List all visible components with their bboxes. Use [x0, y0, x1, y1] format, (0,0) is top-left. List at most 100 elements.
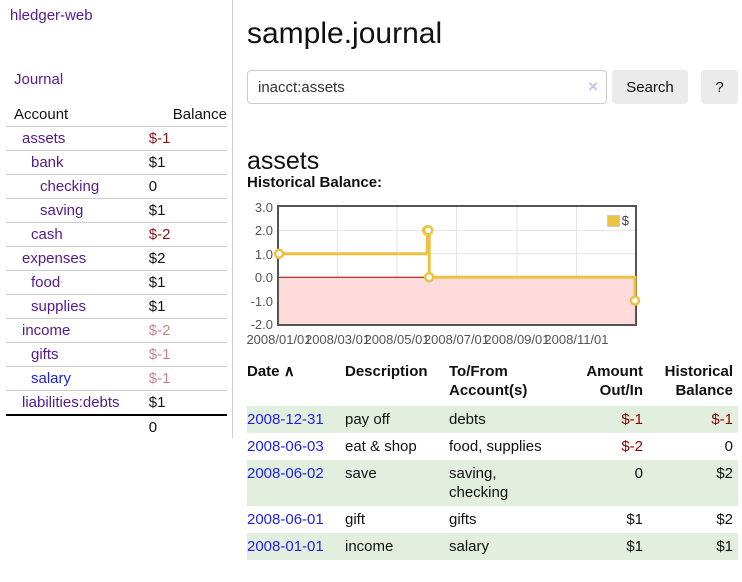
account-balance: $-1 — [148, 342, 227, 367]
balance-column-header: Historical Balance — [664, 363, 733, 399]
accounts-total-value: 0 — [148, 414, 227, 439]
register-row: 2008-06-03 eat & shop food, supplies $-2… — [247, 433, 738, 460]
y-axis-tick-label: 0.0 — [254, 270, 273, 286]
account-row-assets: assets $-1 — [6, 126, 227, 151]
page-title: sample.journal — [247, 17, 443, 51]
transaction-accounts: saving, checking — [449, 465, 509, 501]
register-row: 2008-12-31 pay off debts $-1 $-1 — [247, 406, 738, 433]
sidebar: hledger-web Journal Account Balance asse… — [0, 0, 233, 439]
transaction-description: eat & shop — [345, 438, 417, 455]
account-link-supplies[interactable]: supplies — [31, 298, 87, 315]
search-button[interactable]: Search — [612, 70, 688, 104]
account-column-header: Account — [6, 103, 149, 127]
date-column-header: Date ∧ — [247, 363, 295, 380]
y-axis-tick-label: -2.0 — [250, 317, 273, 332]
account-balance: $1 — [148, 198, 227, 223]
balance-column-header: Balance — [148, 103, 227, 127]
legend-series-label: $ — [621, 213, 629, 228]
y-axis-tick-label: -1.0 — [250, 293, 273, 309]
account-row-income: income $-2 — [6, 318, 227, 343]
description-column-header: Description — [345, 363, 428, 380]
account-row-liabilities-debts: liabilities:debts $1 — [6, 390, 227, 416]
account-balance: $1 — [148, 390, 227, 416]
account-link-food[interactable]: food — [31, 274, 61, 291]
register-row: 2008-01-01 income salary $1 $1 — [247, 533, 738, 560]
y-axis-tick-label: 2.0 — [254, 223, 273, 239]
account-link-income[interactable]: income — [22, 322, 71, 339]
x-axis-tick-label: 2008/07/01 — [423, 332, 490, 347]
transaction-amount: $1 — [626, 511, 643, 528]
transaction-amount: 0 — [634, 465, 643, 482]
accounts-table-header: Account Balance — [6, 103, 227, 127]
transaction-accounts: debts — [449, 411, 486, 428]
account-link-salary[interactable]: salary — [31, 370, 72, 387]
accounts-balance-table: Account Balance assets $-1 bank $1 check… — [6, 103, 227, 439]
clear-search-icon[interactable]: × — [588, 77, 598, 96]
account-link-checking[interactable]: checking — [40, 178, 100, 195]
account-link-expenses[interactable]: expenses — [22, 250, 87, 267]
amount-column-header: Amount Out/In — [586, 363, 643, 399]
transaction-date-link[interactable]: 2008-06-01 — [247, 511, 324, 528]
account-balance: $-1 — [148, 126, 227, 151]
transaction-balance: $2 — [716, 511, 733, 528]
accounts-column-header: To/From Account(s) — [449, 363, 528, 399]
account-row-saving: saving $1 — [6, 198, 227, 223]
help-button[interactable]: ? — [701, 70, 738, 104]
transaction-date-link[interactable]: 2008-06-02 — [247, 465, 324, 482]
register-table-header: Date ∧ Description To/From Account(s) Am… — [247, 360, 738, 406]
transaction-date-link[interactable]: 2008-06-03 — [247, 438, 324, 455]
y-axis-tick-label: 3.0 — [254, 200, 273, 215]
y-axis-tick-label: 1.0 — [254, 246, 273, 262]
search-form: × Search ? — [247, 70, 738, 104]
chart-title: Historical Balance: — [247, 174, 383, 191]
transaction-accounts: food, supplies — [449, 438, 542, 455]
transaction-balance: 0 — [724, 438, 733, 455]
sidebar-item-journal[interactable]: Journal — [14, 71, 64, 88]
chart-legend: $ — [605, 212, 630, 229]
account-row-expenses: expenses $2 — [6, 246, 227, 271]
transaction-accounts: gifts — [449, 511, 477, 528]
account-row-supplies: supplies $1 — [6, 294, 227, 319]
register-row: 2008-06-01 gift gifts $1 $2 — [247, 506, 738, 533]
account-balance: $-1 — [148, 366, 227, 391]
transaction-date-link[interactable]: 2008-12-31 — [247, 411, 324, 428]
search-input[interactable] — [247, 70, 607, 104]
account-balance: $1 — [148, 294, 227, 319]
transaction-balance: $-1 — [711, 411, 733, 428]
x-axis-tick-label: 2008/01/01 — [246, 332, 312, 347]
account-balance: $1 — [148, 150, 227, 175]
brand-link[interactable]: hledger-web — [10, 7, 93, 24]
account-balance: $-2 — [148, 318, 227, 343]
account-row-food: food $1 — [6, 270, 227, 295]
transaction-amount: $-1 — [621, 411, 643, 428]
account-link-saving[interactable]: saving — [40, 202, 84, 219]
transaction-amount: $1 — [626, 538, 643, 555]
account-link-assets[interactable]: assets — [22, 130, 66, 147]
transaction-description: gift — [345, 511, 366, 528]
account-row-bank: bank $1 — [6, 150, 227, 175]
x-axis-tick-label: 2008/09/01 — [484, 332, 550, 347]
chart-plot[interactable]: $ — [273, 205, 641, 326]
transaction-description: save — [345, 465, 377, 482]
transaction-balance: $1 — [716, 538, 733, 555]
account-row-checking: checking 0 — [6, 174, 227, 199]
register-account-heading: assets — [247, 146, 320, 175]
transaction-description: income — [345, 538, 394, 555]
x-axis-tick-label: 2008/05/01 — [364, 332, 430, 347]
register-row: 2008-06-02 save saving, checking 0 $2 — [247, 460, 738, 506]
sort-ascending-icon: ∧ — [283, 363, 295, 380]
account-link-cash[interactable]: cash — [31, 226, 63, 243]
account-balance: 0 — [148, 174, 227, 199]
account-link-gifts[interactable]: gifts — [31, 346, 59, 363]
transaction-amount: $-2 — [621, 438, 643, 455]
transaction-accounts: salary — [449, 538, 490, 555]
account-balance: $-2 — [148, 222, 227, 247]
transaction-date-link[interactable]: 2008-01-01 — [247, 538, 324, 555]
account-link-bank[interactable]: bank — [31, 154, 64, 171]
x-axis-tick-label: 2008/03/01 — [304, 332, 371, 347]
account-row-cash: cash $-2 — [6, 222, 227, 247]
historical-balance-chart: $ 3.0 2.0 1.0 0.0 -1.0 -2.0 2008/01/01 2008/03… — [246, 200, 738, 352]
account-balance: $2 — [148, 246, 227, 271]
account-link-liabilities-debts[interactable]: liabilities:debts — [22, 394, 120, 411]
x-axis-tick-label: 2008/11/01 — [544, 332, 609, 347]
